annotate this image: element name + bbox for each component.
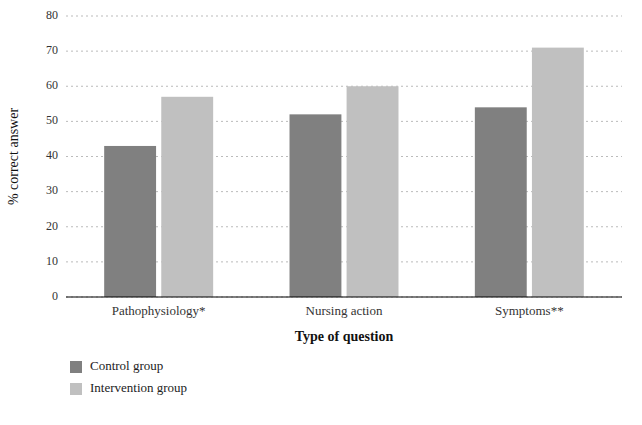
legend: Control group Intervention group — [70, 358, 187, 395]
grid-line — [66, 297, 622, 298]
bar — [290, 114, 342, 297]
chart: 0 10 20 30 40 50 60 70 80 Pathophysiology* Nursing… — [0, 0, 642, 425]
legend-label: Intervention group — [90, 380, 187, 395]
legend-label: Control group — [90, 358, 163, 373]
y-axis-label: % correct answer — [6, 108, 21, 206]
y-tick-label: 80 — [46, 8, 58, 22]
y-tick-label: 0 — [52, 289, 58, 303]
bars — [104, 48, 584, 297]
y-tick-label: 60 — [46, 78, 58, 92]
grid-line — [66, 16, 622, 17]
bar — [347, 86, 399, 297]
y-tick-label: 50 — [46, 113, 58, 127]
bar — [104, 146, 156, 297]
legend-swatch — [70, 383, 82, 395]
x-tick-label: Pathophysiology* — [112, 303, 206, 318]
x-axis-label: Type of question — [295, 329, 394, 344]
y-tick-label: 70 — [46, 43, 58, 57]
legend-swatch — [70, 361, 82, 373]
bar — [532, 48, 584, 297]
bar — [475, 107, 527, 297]
bar — [161, 97, 213, 297]
y-tick-label: 20 — [46, 219, 58, 233]
y-tick-label: 30 — [46, 183, 58, 197]
y-tick-label: 40 — [46, 148, 58, 162]
x-axis-line — [66, 296, 622, 297]
x-tick-label: Symptoms** — [495, 303, 564, 318]
y-tick-label: 10 — [46, 254, 58, 268]
grid — [66, 16, 622, 297]
x-tick-label: Nursing action — [306, 303, 383, 318]
